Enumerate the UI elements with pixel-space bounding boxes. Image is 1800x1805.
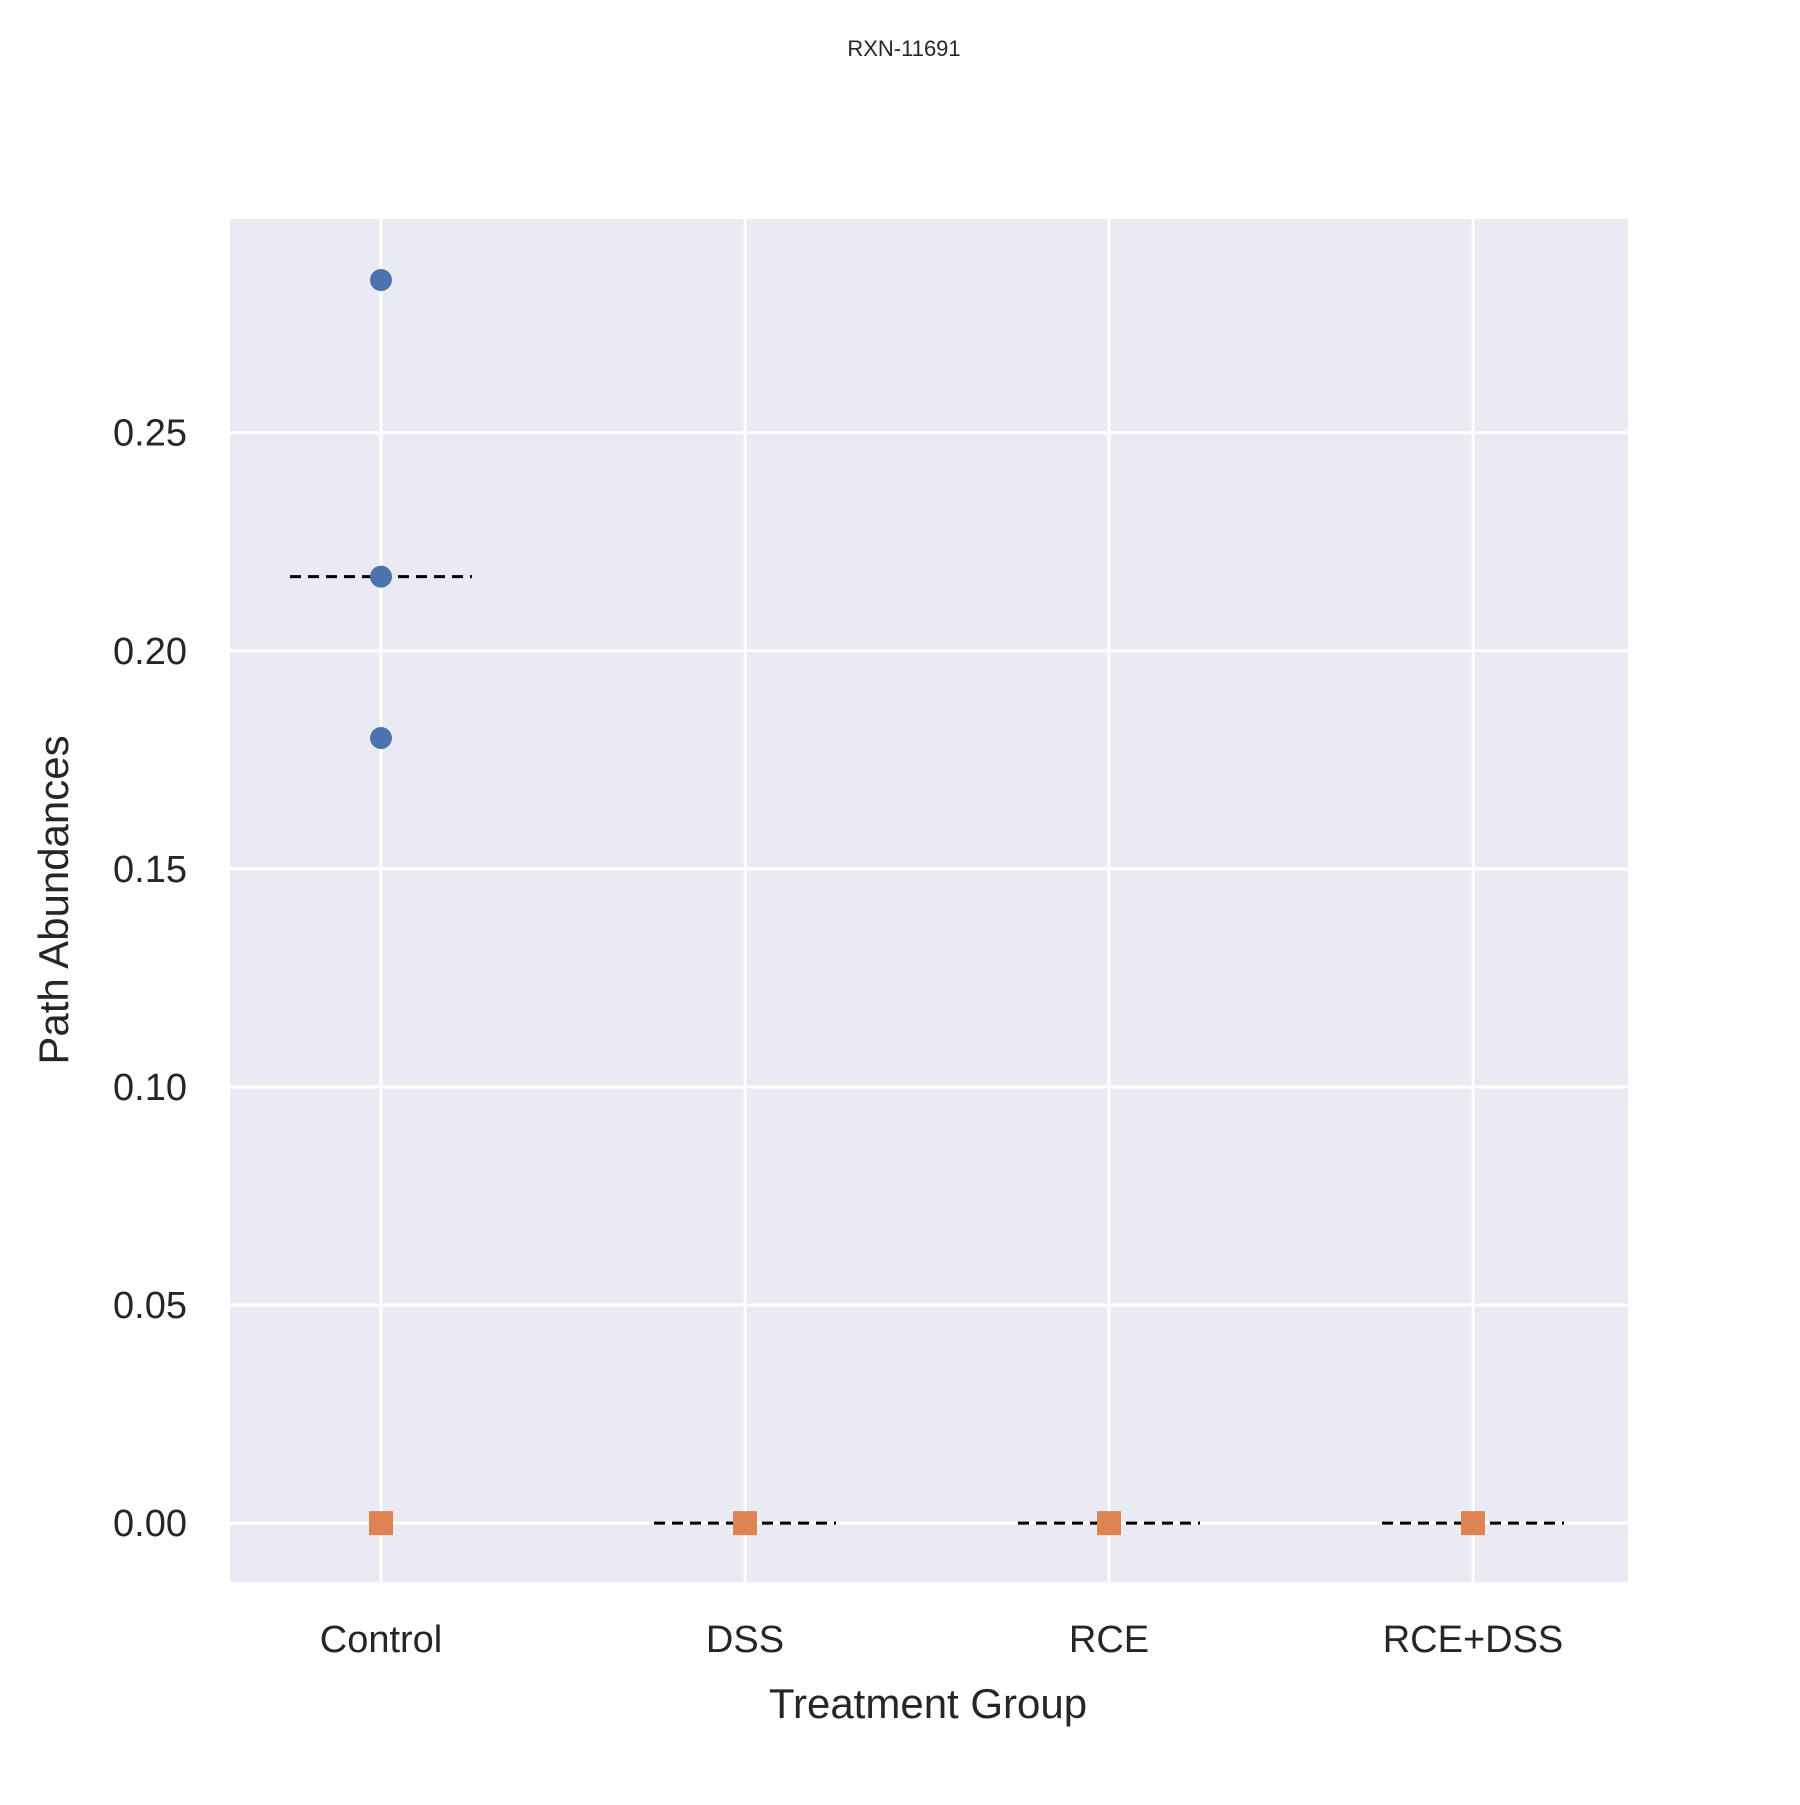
data-point-square [1461,1511,1485,1536]
y-tick-label: 0.10 [113,1067,187,1109]
y-tick-label: 0.05 [113,1285,187,1327]
chart-title: RXN-11691 [847,36,960,61]
data-point-square [1097,1511,1121,1536]
data-point-circle [370,269,392,292]
plot-area [230,219,1628,1582]
data-point-circle [370,565,392,588]
grid-lines [230,219,1628,1582]
x-tick-label: RCE [1069,1619,1149,1661]
y-tick-label: 0.15 [113,849,187,891]
data-markers [369,269,1485,1536]
data-point-square [733,1511,757,1536]
y-tick-label: 0.20 [113,631,187,673]
data-point-circle [370,727,392,750]
x-tick-label: DSS [706,1619,784,1661]
tick-labels: 0.00 0.05 0.10 0.15 0.20 0.25 Control DSS RCE RCE… [113,413,1563,1661]
data-point-square [369,1511,393,1536]
x-tick-label: RCE+DSS [1383,1619,1564,1661]
x-tick-label: Control [320,1619,443,1661]
x-axis-label: Treatment Group [769,1680,1087,1727]
y-axis-label: Path Abundances [30,735,77,1064]
y-tick-label: 0.00 [113,1503,187,1545]
y-tick-label: 0.25 [113,413,187,455]
